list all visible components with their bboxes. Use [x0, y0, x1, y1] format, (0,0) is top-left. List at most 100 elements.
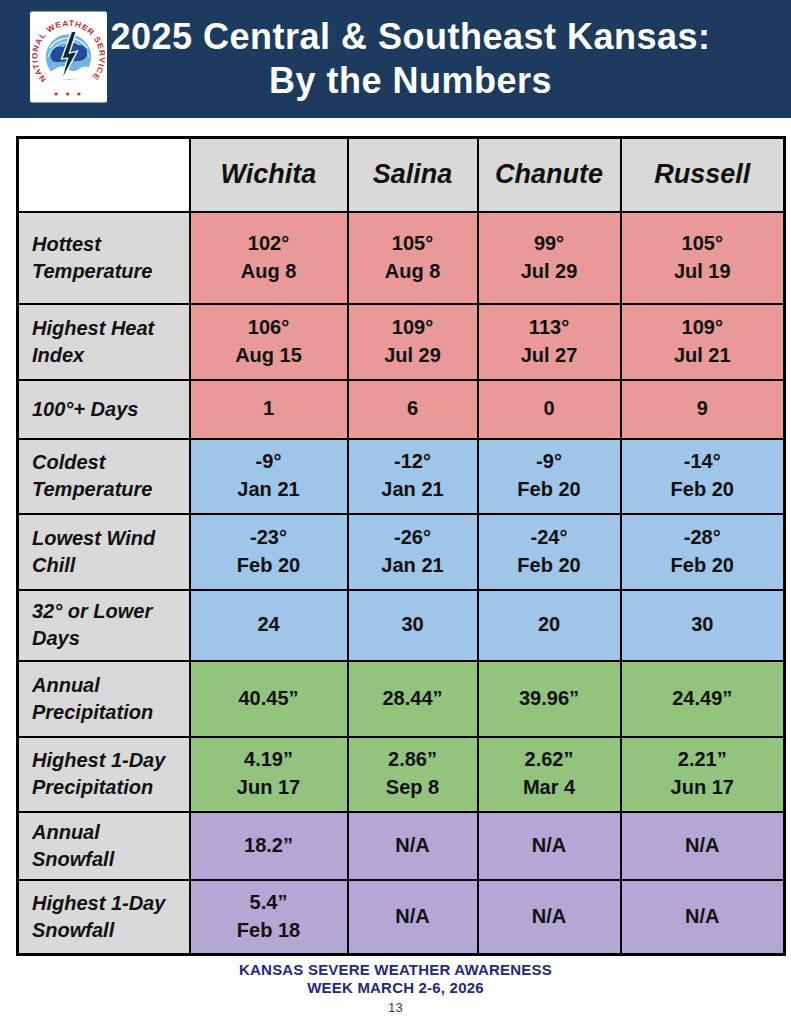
table-row: 32° or Lower Days 24 30 20 30	[18, 590, 785, 661]
cell-value: 5.4”	[191, 889, 347, 917]
cell-value: 106°	[191, 314, 347, 342]
cell-date: Jul 29	[349, 342, 477, 370]
data-cell: 106°Aug 15	[190, 304, 348, 380]
cell-value: 99°	[479, 230, 620, 258]
cell-value: -14°	[622, 448, 784, 476]
data-cell: -9°Feb 20	[478, 439, 621, 514]
cell-date: Jun 17	[622, 774, 784, 802]
cell-date: Jan 21	[349, 476, 477, 504]
cell-date: Jun 17	[191, 774, 347, 802]
data-cell: 4.19”Jun 17	[190, 737, 348, 812]
data-cell: 39.96”	[478, 661, 621, 737]
cell-date: Jan 21	[349, 552, 477, 580]
data-cell: 20	[478, 590, 621, 661]
table-row: Lowest Wind Chill -23°Feb 20 -26°Jan 21 …	[18, 514, 785, 590]
footer-line-1: KANSAS SEVERE WEATHER AWARENESS	[0, 961, 791, 979]
cell-value: 20	[479, 611, 620, 639]
title-banner: NATIONAL WEATHER SERVICE ★ ★ ★ 2025 Cent…	[0, 0, 791, 118]
data-cell: 2.21”Jun 17	[621, 737, 785, 812]
data-cell: N/A	[348, 812, 478, 880]
data-cell: 6	[348, 380, 478, 439]
cell-date: Feb 20	[479, 476, 620, 504]
data-cell: N/A	[478, 880, 621, 955]
cell-value: 18.2”	[191, 832, 347, 860]
data-cell: 18.2”	[190, 812, 348, 880]
table-row: Highest 1-Day Precipitation 4.19”Jun 17 …	[18, 737, 785, 812]
cell-date: Feb 20	[479, 552, 620, 580]
data-cell: 113°Jul 27	[478, 304, 621, 380]
row-label: 32° or Lower Days	[18, 590, 190, 661]
cell-date: Aug 8	[191, 258, 347, 286]
column-header-russell: Russell	[621, 138, 785, 212]
row-label: Highest Heat Index	[18, 304, 190, 380]
row-label: 100°+ Days	[18, 380, 190, 439]
data-cell: 99°Jul 29	[478, 212, 621, 304]
cell-value: -26°	[349, 524, 477, 552]
cell-value: 109°	[349, 314, 477, 342]
data-cell: 28.44”	[348, 661, 478, 737]
table-row: Highest Heat Index 106°Aug 15 109°Jul 29…	[18, 304, 785, 380]
data-cell: -14°Feb 20	[621, 439, 785, 514]
data-cell: 1	[190, 380, 348, 439]
cell-value: N/A	[479, 832, 620, 860]
cell-value: -9°	[191, 448, 347, 476]
cell-value: 28.44”	[349, 685, 477, 713]
table-corner-cell	[18, 138, 190, 212]
table-row: 100°+ Days 1 6 0 9	[18, 380, 785, 439]
table-row: Annual Precipitation 40.45” 28.44” 39.96…	[18, 661, 785, 737]
cell-date: Sep 8	[349, 774, 477, 802]
footer: KANSAS SEVERE WEATHER AWARENESS WEEK MAR…	[0, 961, 791, 1015]
data-cell: -28°Feb 20	[621, 514, 785, 590]
data-cell: 105°Aug 8	[348, 212, 478, 304]
cell-value: N/A	[349, 903, 477, 931]
cell-value: 24	[191, 611, 347, 639]
cell-value: 105°	[622, 230, 784, 258]
table-row: Hottest Temperature 102°Aug 8 105°Aug 8 …	[18, 212, 785, 304]
cell-date: Aug 15	[191, 342, 347, 370]
cell-value: -28°	[622, 524, 784, 552]
data-cell: 40.45”	[190, 661, 348, 737]
title-line-2: By the Numbers	[269, 61, 552, 101]
cell-value: N/A	[349, 832, 477, 860]
cell-date: Feb 20	[622, 476, 784, 504]
data-cell: 2.62”Mar 4	[478, 737, 621, 812]
data-cell: 109°Jul 29	[348, 304, 478, 380]
column-header-salina: Salina	[348, 138, 478, 212]
cell-value: 109°	[622, 314, 784, 342]
cell-value: -24°	[479, 524, 620, 552]
row-label: Annual Precipitation	[18, 661, 190, 737]
data-cell: -24°Feb 20	[478, 514, 621, 590]
cell-date: Jan 21	[191, 476, 347, 504]
cell-value: 30	[622, 611, 784, 639]
data-cell: 105°Jul 19	[621, 212, 785, 304]
data-cell: 24	[190, 590, 348, 661]
row-label: Highest 1-Day Snowfall	[18, 880, 190, 955]
data-cell: N/A	[621, 880, 785, 955]
row-label: Hottest Temperature	[18, 212, 190, 304]
data-cell: N/A	[348, 880, 478, 955]
data-cell: -23°Feb 20	[190, 514, 348, 590]
data-cell: 30	[348, 590, 478, 661]
cell-date: Feb 20	[191, 552, 347, 580]
title-line-1: 2025 Central & Southeast Kansas:	[110, 17, 710, 57]
column-header-chanute: Chanute	[478, 138, 621, 212]
cell-value: N/A	[622, 903, 784, 931]
cell-date: Feb 20	[622, 552, 784, 580]
cell-value: 4.19”	[191, 746, 347, 774]
data-cell: N/A	[621, 812, 785, 880]
table-row: Highest 1-Day Snowfall 5.4”Feb 18 N/A N/…	[18, 880, 785, 955]
cell-date: Jul 21	[622, 342, 784, 370]
data-cell: 2.86”Sep 8	[348, 737, 478, 812]
data-cell: 5.4”Feb 18	[190, 880, 348, 955]
row-label: Annual Snowfall	[18, 812, 190, 880]
data-cell: 9	[621, 380, 785, 439]
table-row: Coldest Temperature -9°Jan 21 -12°Jan 21…	[18, 439, 785, 514]
cell-value: N/A	[479, 903, 620, 931]
cell-date: Jul 19	[622, 258, 784, 286]
data-cell: 0	[478, 380, 621, 439]
cell-value: 102°	[191, 230, 347, 258]
cell-value: 6	[349, 395, 477, 423]
row-label: Lowest Wind Chill	[18, 514, 190, 590]
cell-value: 9	[622, 395, 784, 423]
cell-value: 113°	[479, 314, 620, 342]
